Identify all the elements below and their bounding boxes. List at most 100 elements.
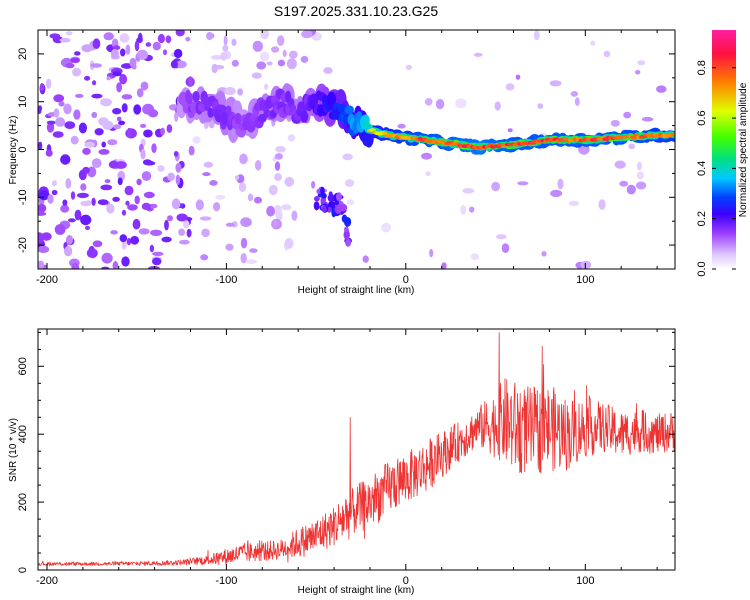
spectrogram-blob: [136, 178, 142, 186]
spectrogram-blob: [97, 199, 109, 206]
spectrogram-blob: [121, 103, 128, 113]
spectrogram-blob: [337, 103, 346, 113]
colorbar: 0.0 0.2 0.4 0.6 0.8 Normalized spectral ampl…: [696, 30, 749, 277]
spectrogram-blob: [113, 124, 122, 130]
spectrogram-blob: [275, 146, 286, 153]
spectrogram-blob: [251, 72, 262, 79]
spectrogram-blob: [320, 186, 325, 196]
spectrogram-blob: [247, 193, 254, 202]
spectrogram-y-axis: -20 -10 0 10 20: [17, 29, 675, 270]
spectrogram-blob: [515, 74, 521, 80]
spectrogram-y-label: Frequency (Hz): [8, 116, 19, 185]
spectrogram-blob: [140, 148, 146, 160]
snr-x-tick-label: -100: [215, 575, 237, 587]
spectrogram-blob: [112, 196, 120, 202]
spectrogram-blob: [101, 266, 110, 269]
spectrogram-blob: [132, 218, 141, 230]
spectrogram-blob: [473, 52, 483, 57]
snr-y-tick-label: 0: [17, 567, 29, 573]
spectrogram-blob: [136, 37, 143, 43]
spectrogram-blob: [202, 172, 211, 177]
spectrogram-blob: [256, 61, 267, 70]
spectrogram-blob: [341, 214, 348, 223]
spectrogram-blob: [90, 63, 102, 68]
spectrogram-blob: [345, 105, 354, 114]
spectrogram-blob: [126, 127, 132, 139]
spectrogram-blob: [240, 217, 252, 228]
spectrogram-blob: [574, 97, 580, 106]
spectrogram-blob: [71, 262, 80, 269]
spectrogram-blob: [120, 48, 126, 57]
spectrogram-blob: [76, 192, 89, 199]
spectrogram-blob: [590, 40, 596, 46]
colorbar-gradient: [712, 30, 736, 269]
spectrogram-blob: [342, 153, 353, 161]
spectrogram-blobs: [38, 30, 675, 269]
spectrogram-blob: [47, 194, 54, 204]
snr-panel: -200 -100 0 100 0 200 400 600 Height of straig…: [8, 328, 676, 596]
spectrogram-blob: [81, 44, 93, 53]
spectrogram-blob: [603, 50, 611, 58]
spectrogram-blob: [254, 196, 262, 204]
spectrogram-blob: [70, 191, 76, 200]
spectrogram-blob: [186, 92, 193, 105]
spectrogram-blob: [494, 101, 501, 111]
spectrogram-blob: [424, 98, 433, 106]
spectrogram-blob: [286, 58, 297, 70]
snr-y-axis: 0 200 400 600: [17, 331, 675, 573]
spectrogram-y-tick-label: 10: [17, 96, 29, 108]
spectrogram-blob: [537, 103, 544, 109]
spectrogram-blob: [107, 139, 118, 146]
spectrogram-blob: [112, 71, 122, 77]
snr-x-tick-label: 100: [576, 575, 594, 587]
spectrogram-blob: [207, 107, 214, 118]
spectrogram-blob: [121, 209, 127, 216]
spectrogram-blob: [268, 184, 278, 196]
spectrogram-blob: [70, 57, 80, 64]
spectrogram-blob: [125, 44, 131, 55]
spectrogram-blob: [45, 149, 53, 157]
spectrogram-blob: [52, 131, 64, 138]
snr-y-tick-label: 600: [17, 357, 29, 375]
spectrogram-blob: [54, 224, 66, 235]
spectrogram-blob: [136, 88, 144, 98]
spectrogram-blob: [103, 32, 114, 41]
spectrogram-blob: [344, 226, 349, 232]
spectrogram-blob: [249, 248, 258, 253]
spectrogram-blob: [82, 147, 91, 155]
spectrogram-blob: [343, 230, 350, 240]
spectrogram-blob: [240, 253, 247, 264]
spectrogram-blob: [271, 46, 280, 53]
spectrogram-blob: [164, 219, 169, 231]
spectrogram-blob: [84, 75, 91, 81]
spectrogram-blob: [104, 179, 111, 184]
spectrogram-blob: [328, 191, 333, 198]
spectrogram-blob: [301, 30, 313, 39]
spectrogram-blob: [51, 189, 58, 196]
spectrogram-blob: [429, 248, 434, 258]
spectrogram-x-tick-label: -200: [36, 274, 58, 286]
colorbar-tick-label: 0.8: [696, 60, 708, 75]
spectrogram-blob: [200, 254, 209, 261]
spectrogram-x-axis: -200 -100 0 100: [36, 30, 658, 286]
spectrogram-blob: [112, 45, 121, 51]
spectrogram-blob: [60, 154, 71, 165]
spectrogram-blob: [143, 191, 155, 199]
spectrogram-blob: [274, 153, 283, 160]
spectrogram-blob: [397, 123, 406, 129]
spectrogram-x-label: Height of straight line (km): [298, 285, 415, 296]
snr-x-axis: -200 -100 0 100: [36, 329, 658, 587]
spectrogram-blob: [641, 116, 654, 122]
spectrogram-blob: [152, 41, 161, 51]
spectrogram-blob: [291, 210, 298, 221]
spectrogram-blob: [65, 63, 75, 69]
spectrogram-blob: [277, 59, 286, 67]
spectrogram-blob: [173, 151, 179, 157]
spectrogram-blob: [225, 243, 234, 251]
spectrogram-blob: [143, 129, 153, 138]
spectrogram-blob: [161, 236, 172, 243]
spectrogram-blob: [287, 134, 296, 142]
spectrogram-blob: [175, 30, 185, 37]
spectrogram-blob: [327, 91, 337, 106]
